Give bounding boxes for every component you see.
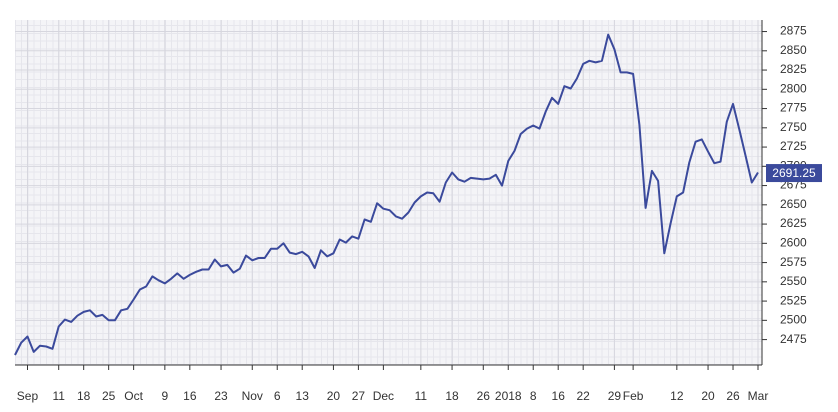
y-tick-label: 2650 <box>780 197 807 211</box>
x-tick-label: 23 <box>214 389 228 403</box>
x-tick-label: Mar <box>748 389 769 403</box>
y-tick-label: 2475 <box>780 332 807 346</box>
y-tick-label: 2575 <box>780 255 807 269</box>
x-tick-label: 26 <box>726 389 740 403</box>
x-tick-label: 11 <box>52 389 65 403</box>
y-tick-label: 2500 <box>780 313 807 327</box>
x-tick-label: 29 <box>608 389 622 403</box>
x-tick-label: 8 <box>530 389 537 403</box>
x-tick-label: 6 <box>274 389 281 403</box>
x-tick-label: 16 <box>552 389 566 403</box>
x-tick-label: Feb <box>623 389 644 403</box>
x-tick-label: Sep <box>17 389 39 403</box>
y-tick-label: 2600 <box>780 235 807 249</box>
y-tick-label: 2825 <box>780 62 807 76</box>
x-tick-label: 20 <box>327 389 341 403</box>
x-tick-label: 18 <box>445 389 459 403</box>
x-tick-label: 25 <box>102 389 116 403</box>
y-tick-label: 2725 <box>780 139 807 153</box>
y-tick-label: 2775 <box>780 101 807 115</box>
y-tick-label: 2550 <box>780 274 807 288</box>
x-tick-label: Oct <box>124 389 143 403</box>
minor-grid <box>15 20 762 365</box>
y-tick-label: 2625 <box>780 216 807 230</box>
last-price-badge <box>766 164 822 183</box>
x-tick-label: Dec <box>373 389 394 403</box>
x-tick-label: 27 <box>352 389 366 403</box>
y-tick-label: 2850 <box>780 43 807 57</box>
x-tick-label: Nov <box>242 389 263 403</box>
y-tick-label: 2525 <box>780 293 807 307</box>
x-tick-label: 12 <box>670 389 684 403</box>
x-tick-label: 26 <box>477 389 491 403</box>
x-tick-label: 13 <box>296 389 310 403</box>
x-tick-label: 11 <box>415 389 428 403</box>
x-tick-label: 20 <box>701 389 715 403</box>
x-tick-label: 9 <box>162 389 169 403</box>
y-tick-label: 2750 <box>780 120 807 134</box>
x-tick-label: 16 <box>183 389 197 403</box>
x-tick-label: 22 <box>576 389 590 403</box>
x-tick-label: 2018 <box>495 389 522 403</box>
x-tick-label: 18 <box>77 389 91 403</box>
y-tick-label: 2800 <box>780 81 807 95</box>
last-price-label: 2691.25 <box>772 166 816 180</box>
y-tick-label: 2875 <box>780 24 807 38</box>
price-line <box>14 33 759 356</box>
